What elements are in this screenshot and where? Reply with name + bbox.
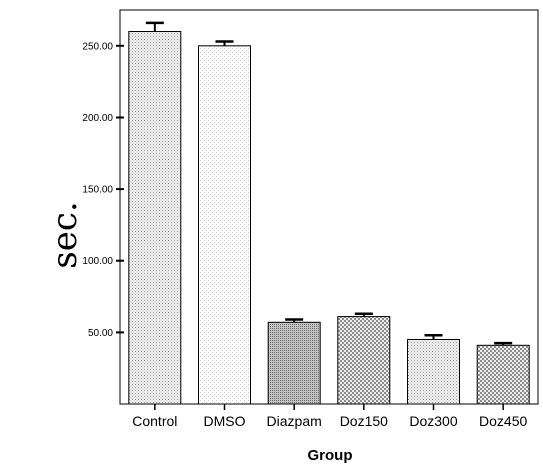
- bar-doz450: [476, 344, 530, 405]
- y-tick-label-200: 200.00: [82, 113, 113, 124]
- x-tick-label-control: Control: [132, 413, 177, 429]
- bar-doz150: [337, 316, 391, 405]
- y-tick-label-50: 50.00: [88, 328, 113, 339]
- x-tick-label-diazpam: Diazpam: [267, 413, 322, 429]
- x-axis-title: Group: [308, 447, 353, 464]
- y-tick-label-250: 250.00: [82, 41, 113, 52]
- bar-control: [128, 31, 182, 405]
- y-tick-label-150: 150.00: [82, 185, 113, 196]
- x-tick-label-dmso: DMSO: [204, 413, 246, 429]
- y-axis: 50.00 100.00 150.00 200.00 250.00: [82, 41, 124, 339]
- plot-frame: [119, 9, 539, 405]
- y-tick-label-100: 100.00: [82, 256, 113, 267]
- bar-doz300: [407, 339, 460, 405]
- x-tick-label-doz150: Doz150: [340, 413, 388, 429]
- bar-diazpam: [267, 321, 321, 405]
- bars-group: [128, 21, 530, 405]
- y-axis-title: sec.: [45, 201, 85, 268]
- bar-dmso: [198, 45, 251, 405]
- x-tick-label-doz450: Doz450: [479, 413, 527, 429]
- x-tick-label-doz300: Doz300: [409, 413, 457, 429]
- x-axis: Control DMSO Diazpam Doz150 Doz300 Doz450: [132, 404, 528, 429]
